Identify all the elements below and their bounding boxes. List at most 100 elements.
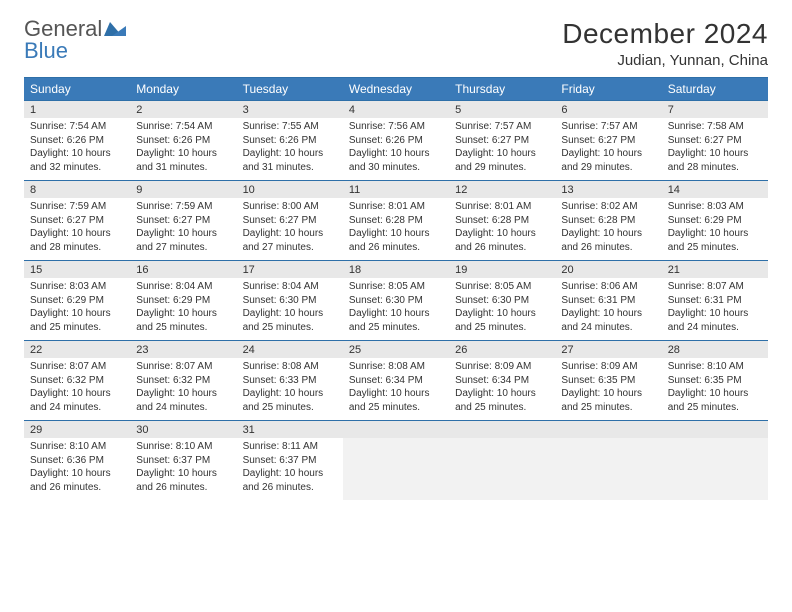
day-number: 29 bbox=[30, 424, 42, 436]
daylight-text: Daylight: 10 hours bbox=[349, 147, 443, 161]
day-detail-cell: Sunrise: 8:10 AMSunset: 6:37 PMDaylight:… bbox=[130, 438, 236, 500]
sunset-text: Sunset: 6:27 PM bbox=[561, 134, 655, 148]
daylight-text: Daylight: 10 hours bbox=[243, 147, 337, 161]
sunrise-text: Sunrise: 8:05 AM bbox=[349, 280, 443, 294]
day-number-cell: 15 bbox=[24, 260, 130, 278]
day-detail-cell: Sunrise: 7:56 AMSunset: 6:26 PMDaylight:… bbox=[343, 118, 449, 180]
day-detail-row: Sunrise: 8:07 AMSunset: 6:32 PMDaylight:… bbox=[24, 358, 768, 420]
sunset-text: Sunset: 6:34 PM bbox=[455, 374, 549, 388]
sunset-text: Sunset: 6:35 PM bbox=[561, 374, 655, 388]
day-detail-cell: Sunrise: 8:03 AMSunset: 6:29 PMDaylight:… bbox=[662, 198, 768, 260]
daylight-text: and 25 minutes. bbox=[30, 321, 124, 335]
sunrise-text: Sunrise: 8:10 AM bbox=[668, 360, 762, 374]
day-number: 5 bbox=[455, 104, 461, 116]
sunrise-text: Sunrise: 7:54 AM bbox=[30, 120, 124, 134]
sunrise-text: Sunrise: 8:04 AM bbox=[136, 280, 230, 294]
day-detail-cell: Sunrise: 8:07 AMSunset: 6:32 PMDaylight:… bbox=[24, 358, 130, 420]
day-detail-cell: Sunrise: 8:07 AMSunset: 6:32 PMDaylight:… bbox=[130, 358, 236, 420]
daylight-text: and 24 minutes. bbox=[30, 401, 124, 415]
day-number-cell: 23 bbox=[130, 340, 236, 358]
weekday-header-row: Sunday Monday Tuesday Wednesday Thursday… bbox=[24, 78, 768, 100]
daylight-text: and 24 minutes. bbox=[136, 401, 230, 415]
daylight-text: Daylight: 10 hours bbox=[136, 387, 230, 401]
day-number-cell: 24 bbox=[237, 340, 343, 358]
daylight-text: Daylight: 10 hours bbox=[349, 227, 443, 241]
sunset-text: Sunset: 6:32 PM bbox=[136, 374, 230, 388]
day-number-cell: 10 bbox=[237, 180, 343, 198]
location: Judian, Yunnan, China bbox=[562, 52, 768, 69]
sunset-text: Sunset: 6:27 PM bbox=[30, 214, 124, 228]
day-detail-row: Sunrise: 8:03 AMSunset: 6:29 PMDaylight:… bbox=[24, 278, 768, 340]
sunset-text: Sunset: 6:35 PM bbox=[668, 374, 762, 388]
daylight-text: Daylight: 10 hours bbox=[455, 387, 549, 401]
sunrise-text: Sunrise: 8:06 AM bbox=[561, 280, 655, 294]
day-detail-cell: Sunrise: 7:59 AMSunset: 6:27 PMDaylight:… bbox=[24, 198, 130, 260]
day-number-cell: 14 bbox=[662, 180, 768, 198]
daylight-text: Daylight: 10 hours bbox=[30, 147, 124, 161]
sunrise-text: Sunrise: 8:00 AM bbox=[243, 200, 337, 214]
day-detail-cell: Sunrise: 7:54 AMSunset: 6:26 PMDaylight:… bbox=[24, 118, 130, 180]
day-number-cell: 8 bbox=[24, 180, 130, 198]
day-number: 30 bbox=[136, 424, 148, 436]
day-detail-cell: Sunrise: 8:01 AMSunset: 6:28 PMDaylight:… bbox=[343, 198, 449, 260]
day-number-cell: 26 bbox=[449, 340, 555, 358]
daylight-text: Daylight: 10 hours bbox=[349, 387, 443, 401]
sunset-text: Sunset: 6:37 PM bbox=[136, 454, 230, 468]
daylight-text: and 25 minutes. bbox=[561, 401, 655, 415]
day-detail-cell: Sunrise: 8:00 AMSunset: 6:27 PMDaylight:… bbox=[237, 198, 343, 260]
daylight-text: Daylight: 10 hours bbox=[455, 147, 549, 161]
daylight-text: and 28 minutes. bbox=[668, 161, 762, 175]
day-number-cell: 4 bbox=[343, 100, 449, 118]
day-number-cell: 11 bbox=[343, 180, 449, 198]
sunset-text: Sunset: 6:33 PM bbox=[243, 374, 337, 388]
daylight-text: Daylight: 10 hours bbox=[243, 467, 337, 481]
day-number: 18 bbox=[349, 264, 361, 276]
daylight-text: Daylight: 10 hours bbox=[243, 227, 337, 241]
day-number-cell: 1 bbox=[24, 100, 130, 118]
daylight-text: and 25 minutes. bbox=[455, 401, 549, 415]
daylight-text: and 25 minutes. bbox=[455, 321, 549, 335]
day-number-cell: 31 bbox=[237, 420, 343, 438]
day-detail-cell: Sunrise: 7:57 AMSunset: 6:27 PMDaylight:… bbox=[449, 118, 555, 180]
sunrise-text: Sunrise: 8:11 AM bbox=[243, 440, 337, 454]
day-number: 27 bbox=[561, 344, 573, 356]
daylight-text: and 26 minutes. bbox=[455, 241, 549, 255]
weekday-header: Thursday bbox=[449, 78, 555, 100]
day-number-cell: 13 bbox=[555, 180, 661, 198]
day-number-cell: 22 bbox=[24, 340, 130, 358]
day-detail-cell: Sunrise: 7:57 AMSunset: 6:27 PMDaylight:… bbox=[555, 118, 661, 180]
day-number: 9 bbox=[136, 184, 142, 196]
sunrise-text: Sunrise: 8:03 AM bbox=[30, 280, 124, 294]
sunrise-text: Sunrise: 8:04 AM bbox=[243, 280, 337, 294]
day-number: 26 bbox=[455, 344, 467, 356]
sunrise-text: Sunrise: 7:54 AM bbox=[136, 120, 230, 134]
day-detail-row: Sunrise: 7:54 AMSunset: 6:26 PMDaylight:… bbox=[24, 118, 768, 180]
day-number: 3 bbox=[243, 104, 249, 116]
day-detail-row: Sunrise: 8:10 AMSunset: 6:36 PMDaylight:… bbox=[24, 438, 768, 500]
daylight-text: and 25 minutes. bbox=[668, 241, 762, 255]
day-detail-cell: Sunrise: 8:11 AMSunset: 6:37 PMDaylight:… bbox=[237, 438, 343, 500]
day-number-cell: 18 bbox=[343, 260, 449, 278]
sunrise-text: Sunrise: 8:05 AM bbox=[455, 280, 549, 294]
daylight-text: and 24 minutes. bbox=[561, 321, 655, 335]
daylight-text: Daylight: 10 hours bbox=[561, 227, 655, 241]
day-detail-cell: Sunrise: 8:09 AMSunset: 6:35 PMDaylight:… bbox=[555, 358, 661, 420]
daylight-text: and 25 minutes. bbox=[243, 321, 337, 335]
day-number-cell bbox=[662, 420, 768, 438]
day-number: 13 bbox=[561, 184, 573, 196]
day-number: 21 bbox=[668, 264, 680, 276]
day-number: 28 bbox=[668, 344, 680, 356]
daylight-text: Daylight: 10 hours bbox=[668, 227, 762, 241]
day-detail-cell: Sunrise: 8:05 AMSunset: 6:30 PMDaylight:… bbox=[343, 278, 449, 340]
daylight-text: Daylight: 10 hours bbox=[668, 147, 762, 161]
day-number-cell: 19 bbox=[449, 260, 555, 278]
logo-text-blue: Blue bbox=[24, 40, 126, 62]
sunrise-text: Sunrise: 8:09 AM bbox=[455, 360, 549, 374]
sunrise-text: Sunrise: 7:57 AM bbox=[561, 120, 655, 134]
day-number-row: 891011121314 bbox=[24, 180, 768, 198]
day-number-cell: 25 bbox=[343, 340, 449, 358]
daylight-text: and 26 minutes. bbox=[561, 241, 655, 255]
daylight-text: and 26 minutes. bbox=[30, 481, 124, 495]
day-number-cell: 30 bbox=[130, 420, 236, 438]
day-number: 7 bbox=[668, 104, 674, 116]
